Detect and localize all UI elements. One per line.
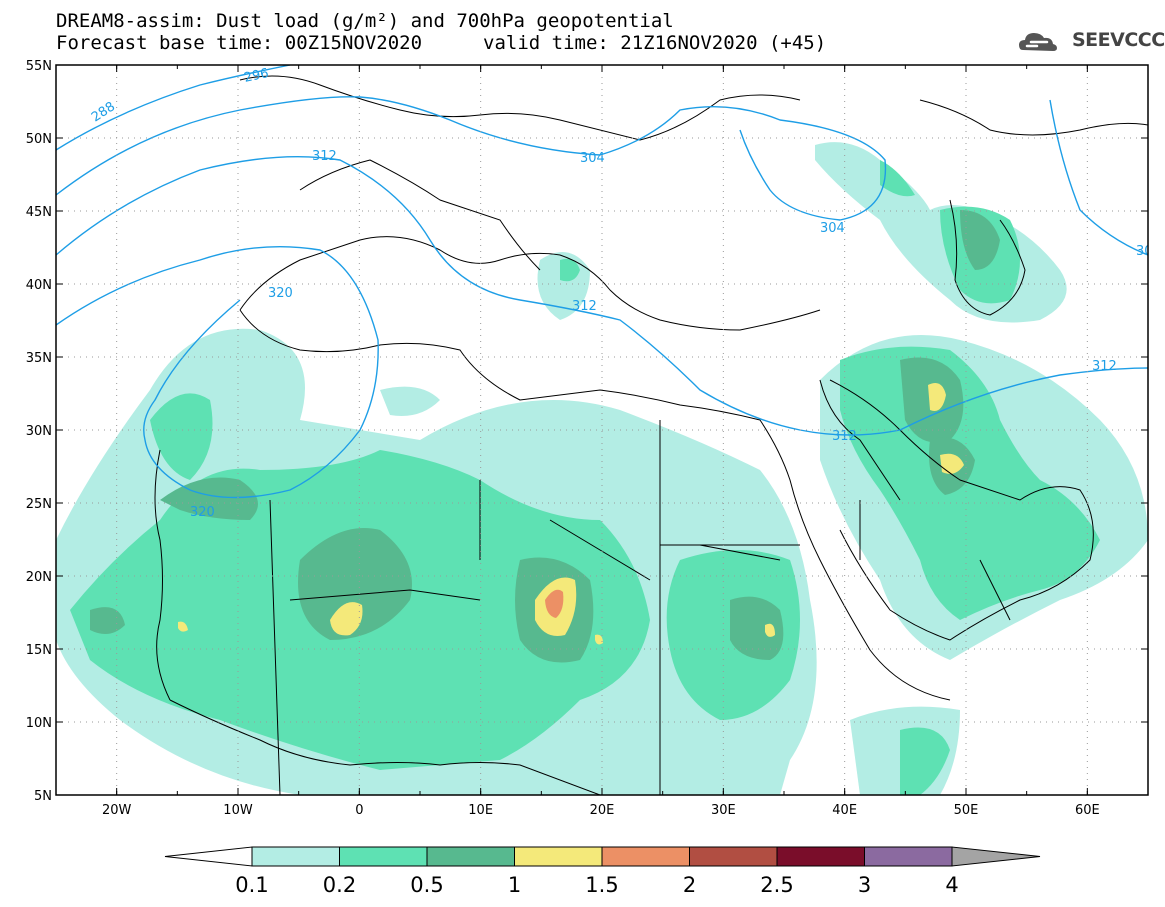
colorbar-segment bbox=[689, 846, 778, 867]
contour-label: 304 bbox=[580, 151, 605, 166]
latitude-labels: 55N 50N 45N 40N 35N 30N 25N 20N 15N 10N 5N bbox=[26, 59, 52, 804]
graticule bbox=[56, 65, 1148, 795]
colorbar-segment bbox=[426, 846, 515, 867]
map-layers: 288 296 304 304 312 312 312 312 320 320 … bbox=[56, 65, 1153, 795]
colorbar-label: 0.2 bbox=[323, 873, 356, 897]
lon-label: 50E bbox=[954, 803, 979, 818]
lon-label: 10E bbox=[468, 803, 493, 818]
colorbar-label: 1.5 bbox=[585, 873, 618, 897]
colorbar-segment bbox=[776, 846, 865, 867]
lon-label: 10W bbox=[223, 803, 253, 818]
lat-label: 55N bbox=[26, 59, 52, 74]
colorbar-segment bbox=[514, 846, 603, 867]
contour-label: 288 bbox=[89, 99, 118, 125]
colorbar-label: 0.5 bbox=[410, 873, 443, 897]
colorbar-low-arrow bbox=[164, 846, 253, 867]
lon-label: 40E bbox=[832, 803, 857, 818]
cloud-icon bbox=[1019, 33, 1057, 51]
lon-label: 0 bbox=[355, 803, 363, 818]
lon-label: 20E bbox=[590, 803, 615, 818]
lat-label: 25N bbox=[26, 497, 52, 512]
colorbar-label: 2 bbox=[683, 873, 696, 897]
lat-label: 15N bbox=[26, 643, 52, 658]
geopotential-contours bbox=[56, 65, 1148, 499]
colorbar-label: 1 bbox=[508, 873, 521, 897]
contour-label: 312 bbox=[1092, 359, 1117, 374]
lat-label: 30N bbox=[26, 424, 52, 439]
contour-label: 30 bbox=[1136, 244, 1153, 259]
colorbar-label: 3 bbox=[858, 873, 871, 897]
contour-label: 312 bbox=[572, 299, 597, 314]
colorbar: 0.1 0.2 0.5 1 1.5 2 2.5 3 4 bbox=[164, 846, 1041, 897]
dust-level-1.5 bbox=[545, 589, 564, 618]
lat-label: 20N bbox=[26, 570, 52, 585]
lat-label: 10N bbox=[26, 716, 52, 731]
lon-label: 20W bbox=[102, 803, 132, 818]
colorbar-segment bbox=[601, 846, 690, 867]
lat-label: 35N bbox=[26, 351, 52, 366]
contour-label: 320 bbox=[268, 286, 293, 301]
colorbar-label: 0.1 bbox=[235, 873, 268, 897]
lat-label: 50N bbox=[26, 132, 52, 147]
logo-text: SEEVCCC bbox=[1072, 29, 1165, 51]
colorbar-label: 4 bbox=[945, 873, 958, 897]
lat-label: 45N bbox=[26, 205, 52, 220]
contour-label: 312 bbox=[832, 429, 857, 444]
lon-label: 30E bbox=[711, 803, 736, 818]
colorbar-label: 2.5 bbox=[760, 873, 793, 897]
lat-label: 40N bbox=[26, 278, 52, 293]
colorbar-segment bbox=[339, 846, 428, 867]
forecast-base-time: Forecast base time: 00Z15NOV2020 bbox=[56, 32, 423, 54]
colorbar-high-arrow bbox=[951, 846, 1041, 867]
chart-title: DREAM8-assim: Dust load (g/m²) and 700hP… bbox=[56, 10, 674, 32]
lon-label: 60E bbox=[1075, 803, 1100, 818]
colorbar-segment bbox=[864, 846, 953, 867]
axis-ticks bbox=[55, 64, 1149, 796]
colorbar-segment bbox=[251, 846, 340, 867]
contour-label: 296 bbox=[243, 66, 270, 86]
valid-time: valid time: 21Z16NOV2020 (+45) bbox=[483, 32, 827, 54]
longitude-labels: 20W 10W 0 10E 20E 30E 40E 50E 60E bbox=[102, 803, 1100, 818]
contour-label: 320 bbox=[190, 505, 215, 520]
lat-label: 5N bbox=[34, 789, 52, 804]
contour-label: 312 bbox=[312, 149, 337, 164]
coastlines bbox=[154, 75, 1148, 795]
contour-label: 304 bbox=[820, 221, 845, 236]
